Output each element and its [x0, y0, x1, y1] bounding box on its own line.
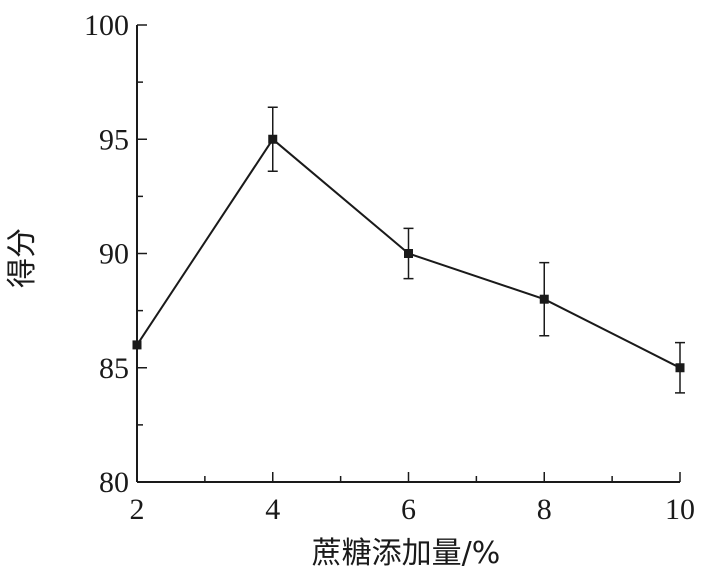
data-point-marker — [539, 294, 549, 304]
y-tick-label: 95 — [99, 123, 129, 156]
x-tick-label: 6 — [401, 493, 416, 526]
y-axis-title: 得分 — [5, 228, 40, 288]
y-tick-label: 100 — [84, 9, 129, 42]
series-group — [132, 106, 685, 394]
y-ticks: 80 85 90 95 100 — [84, 9, 147, 499]
x-tick-label: 4 — [265, 493, 280, 526]
x-axis-title: 蔗糖添加量/% — [312, 536, 501, 571]
y-tick-label: 80 — [99, 466, 129, 499]
data-point-marker — [132, 340, 142, 350]
data-point-marker — [404, 249, 413, 258]
data-point-marker — [675, 363, 685, 373]
data-point-marker — [268, 134, 278, 144]
x-tick-label: 8 — [537, 493, 552, 526]
y-tick-label: 85 — [99, 352, 129, 385]
x-tick-label: 10 — [665, 493, 695, 526]
x-ticks: 2 4 6 8 10 — [130, 472, 695, 526]
y-tick-label: 90 — [99, 238, 129, 271]
x-tick-label: 2 — [130, 493, 145, 526]
